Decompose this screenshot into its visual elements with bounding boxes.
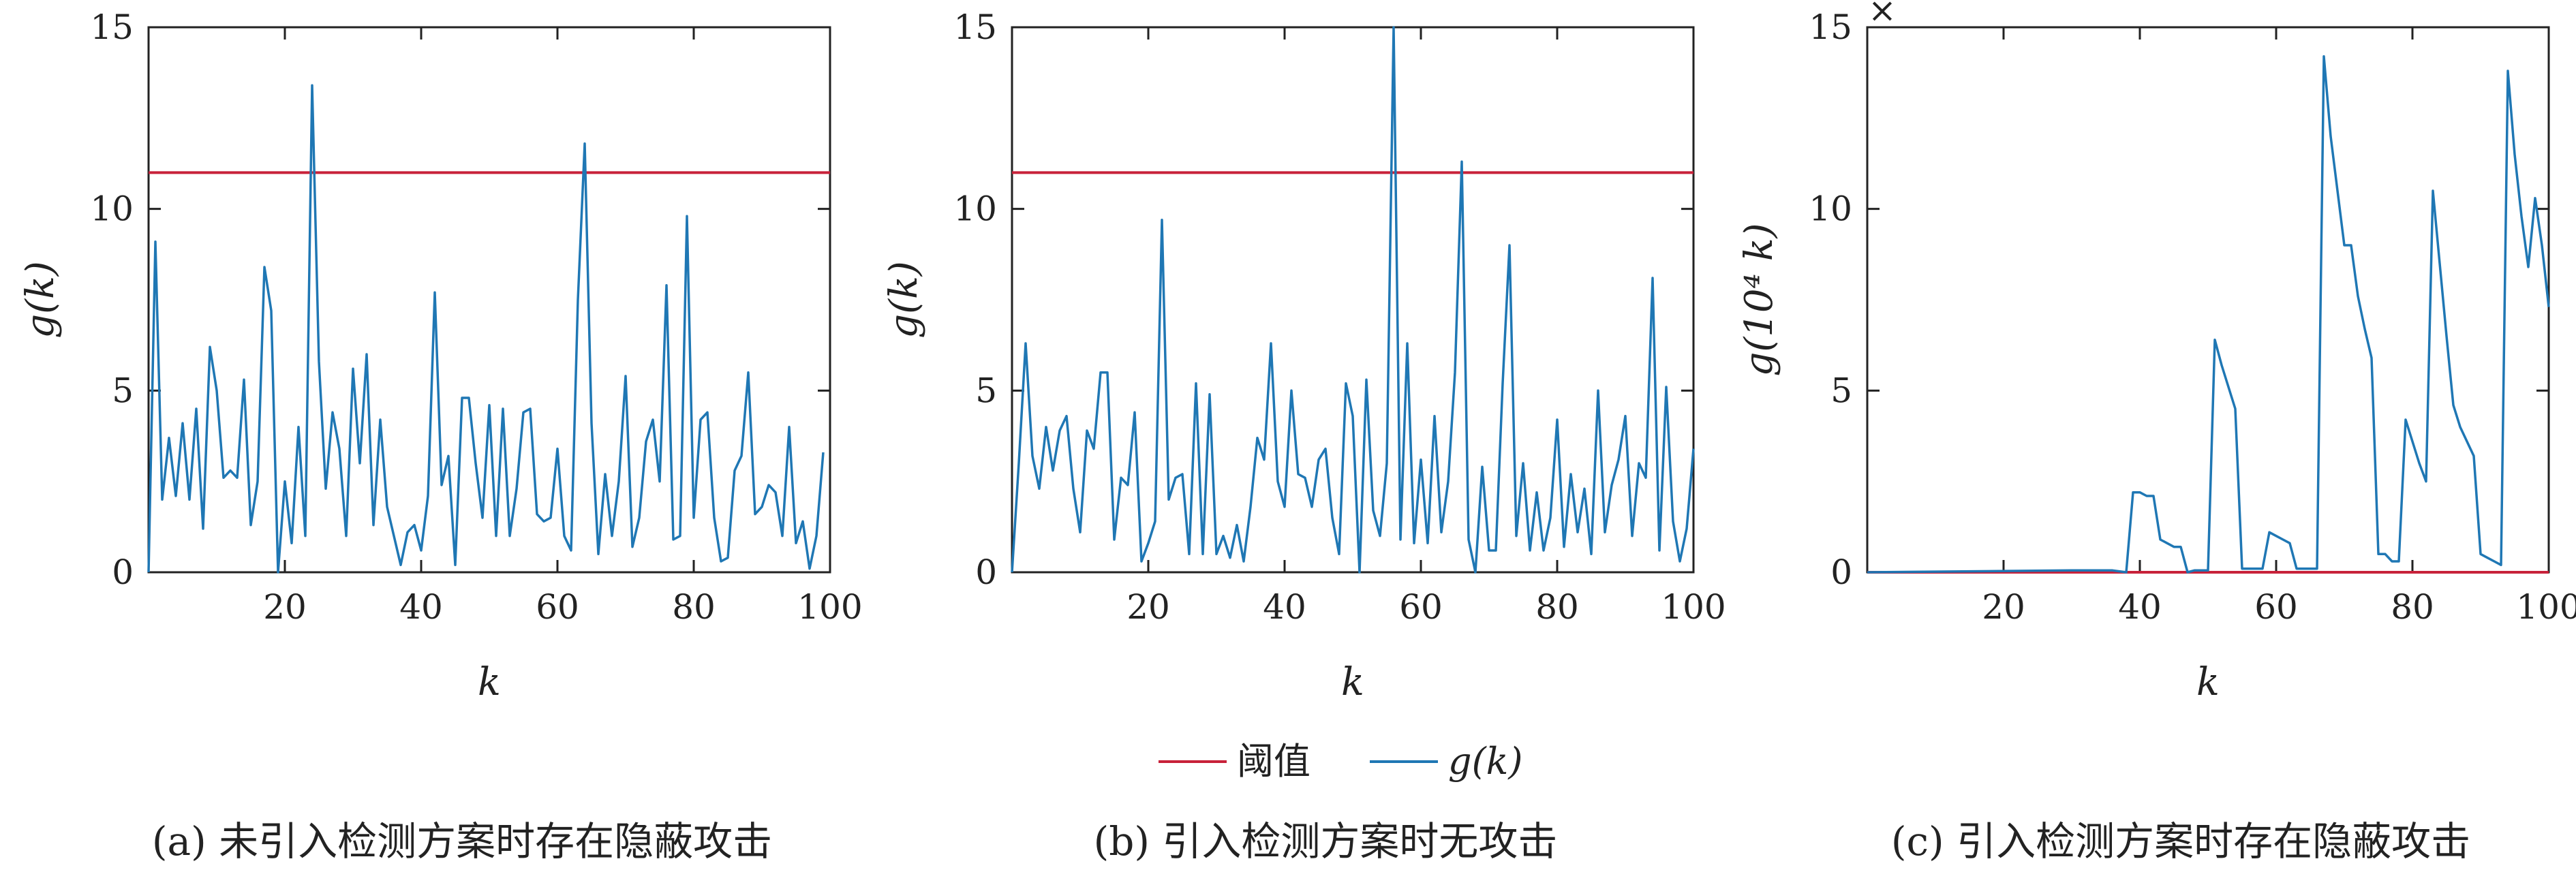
- y-axis-multiplier: ×: [1868, 0, 1897, 30]
- y-tick-label: 5: [1830, 371, 1852, 410]
- panel-caption: (a) 未引入检测方案时存在隐蔽攻击: [152, 818, 772, 865]
- chart-panel-3: 20 40 60 80 100 0 5 10 15 k g(10⁴ k) × (c) 引入检测方案时存在…: [1737, 0, 2576, 865]
- x-tick-label: 80: [672, 587, 716, 627]
- y-axis-label: g(10⁴ k): [1737, 223, 1781, 377]
- x-tick-label: 60: [536, 587, 579, 627]
- x-tick-label: 80: [2391, 587, 2434, 627]
- legend-threshold-label: 阈值: [1237, 740, 1310, 783]
- y-tick-label: 0: [112, 552, 134, 592]
- plot-area-frame: [147, 26, 831, 574]
- y-tick-label: 15: [90, 7, 134, 47]
- x-tick-label: 20: [1982, 587, 2025, 627]
- x-tick-label: 40: [399, 587, 443, 627]
- y-tick-label: 10: [90, 189, 134, 229]
- x-axis-label: k: [2196, 660, 2220, 704]
- y-tick-label: 5: [112, 371, 134, 410]
- x-tick-label: 100: [797, 587, 862, 627]
- x-tick-label: 60: [1399, 587, 1443, 627]
- series-line-g-k: [1011, 26, 1695, 574]
- series-line-g-k: [147, 84, 825, 574]
- series-line-g-k: [1867, 54, 2550, 574]
- y-tick-label: 0: [975, 552, 997, 592]
- y-tick-label: 15: [1809, 7, 1852, 47]
- x-tick-label: 40: [1263, 587, 1306, 627]
- x-tick-label: 100: [1661, 587, 1726, 627]
- y-tick-label: 15: [953, 7, 997, 47]
- x-tick-label: 100: [2516, 587, 2576, 627]
- x-tick-label: 40: [2118, 587, 2162, 627]
- x-tick-label: 20: [263, 587, 307, 627]
- y-tick-label: 0: [1830, 552, 1852, 592]
- chart-panel-2: 20 40 60 80 100 0 5 10 15 k g(k) (b) 引入检测方案时无攻击: [882, 7, 1726, 865]
- x-axis-label: k: [478, 660, 501, 704]
- y-tick-label: 10: [953, 189, 997, 229]
- y-tick-label: 5: [975, 371, 997, 410]
- y-tick-label: 10: [1809, 189, 1852, 229]
- plot-area-frame: [1011, 26, 1695, 574]
- x-tick-label: 80: [1535, 587, 1579, 627]
- legend: 阈值 g(k): [1159, 740, 1522, 783]
- chart-panel-1: 20 40 60 80 100 0 5 10 15 k g(k) (a) 未引入检测方案时存在隐蔽攻击: [18, 7, 863, 865]
- panel-caption: (c) 引入检测方案时存在隐蔽攻击: [1891, 818, 2470, 865]
- x-tick-label: 60: [2254, 587, 2298, 627]
- x-tick-label: 20: [1126, 587, 1170, 627]
- legend-signal-label: g(k): [1448, 740, 1522, 783]
- y-axis-label: g(k): [18, 261, 63, 338]
- x-axis-label: k: [1341, 660, 1364, 704]
- plot-area-frame: [1866, 26, 2550, 574]
- y-axis-label: g(k): [882, 261, 926, 338]
- panel-caption: (b) 引入检测方案时无攻击: [1094, 818, 1558, 865]
